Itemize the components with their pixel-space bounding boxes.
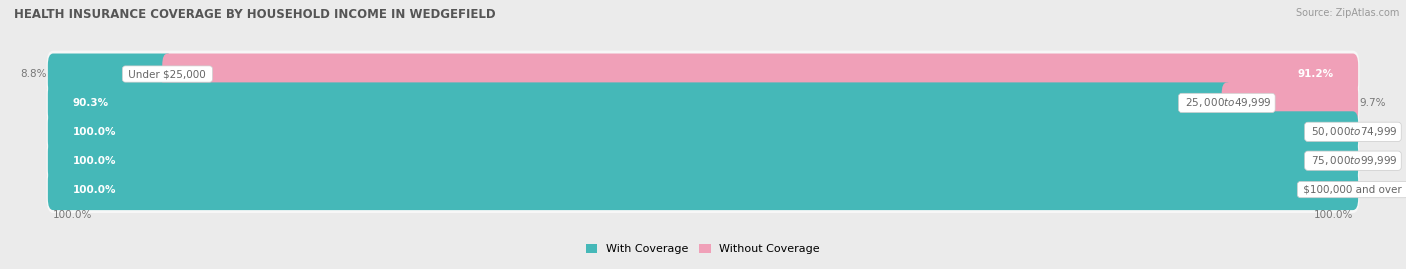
Text: $75,000 to $99,999: $75,000 to $99,999 [1308, 154, 1398, 167]
Text: $100,000 and over: $100,000 and over [1301, 185, 1406, 194]
FancyBboxPatch shape [48, 169, 1358, 210]
FancyBboxPatch shape [46, 51, 1360, 97]
FancyBboxPatch shape [48, 111, 1358, 152]
Text: $50,000 to $74,999: $50,000 to $74,999 [1308, 125, 1398, 138]
Text: 90.3%: 90.3% [73, 98, 108, 108]
Text: HEALTH INSURANCE COVERAGE BY HOUSEHOLD INCOME IN WEDGEFIELD: HEALTH INSURANCE COVERAGE BY HOUSEHOLD I… [14, 8, 496, 21]
FancyBboxPatch shape [162, 54, 1358, 94]
FancyBboxPatch shape [46, 166, 1360, 213]
Text: 9.7%: 9.7% [1360, 98, 1386, 108]
Text: 100.0%: 100.0% [73, 156, 117, 166]
FancyBboxPatch shape [48, 140, 1358, 181]
FancyBboxPatch shape [1222, 82, 1358, 123]
FancyBboxPatch shape [48, 54, 173, 94]
Text: $25,000 to $49,999: $25,000 to $49,999 [1181, 96, 1272, 109]
FancyBboxPatch shape [48, 82, 1232, 123]
FancyBboxPatch shape [46, 80, 1360, 126]
Legend: With Coverage, Without Coverage: With Coverage, Without Coverage [582, 239, 824, 259]
Text: 100.0%: 100.0% [53, 210, 93, 220]
Text: Under $25,000: Under $25,000 [125, 69, 209, 79]
Text: 100.0%: 100.0% [73, 185, 117, 194]
FancyBboxPatch shape [46, 137, 1360, 184]
Text: 91.2%: 91.2% [1298, 69, 1333, 79]
Text: 100.0%: 100.0% [73, 127, 117, 137]
FancyBboxPatch shape [46, 108, 1360, 155]
Text: 8.8%: 8.8% [20, 69, 46, 79]
Text: Source: ZipAtlas.com: Source: ZipAtlas.com [1295, 8, 1399, 18]
Text: 100.0%: 100.0% [1313, 210, 1353, 220]
